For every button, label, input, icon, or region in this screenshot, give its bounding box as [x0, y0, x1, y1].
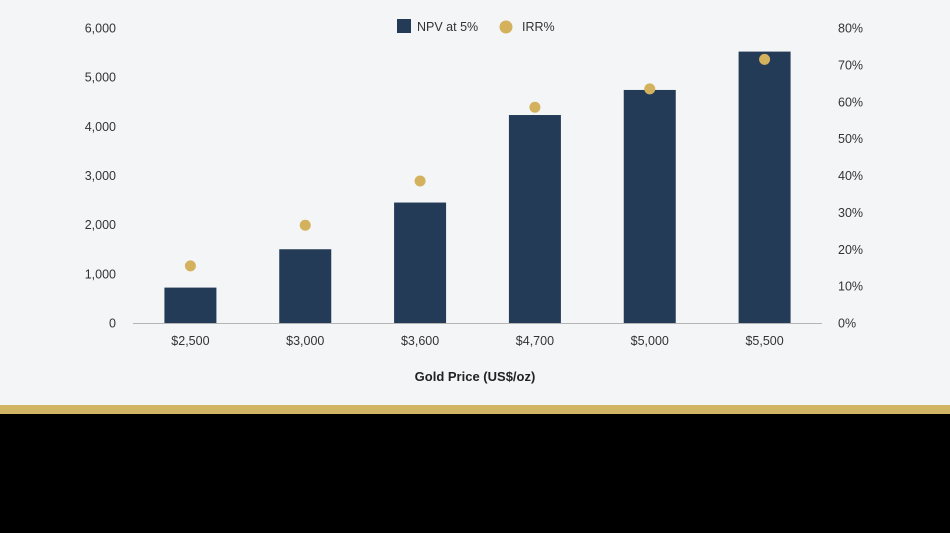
bar-2 [394, 202, 447, 323]
x-tick-label-2: $3,600 [401, 334, 439, 348]
y-tick-label-3: 3,000 [85, 169, 116, 183]
irr-dot-3 [529, 101, 541, 113]
black-footer-band [0, 414, 950, 533]
bar-1 [279, 249, 332, 323]
irr-dot-4 [644, 83, 656, 95]
npv-irr-chart: 0 1,000 2,000 3,000 4,000 5,000 6,000 0% 10% 20%… [85, 19, 863, 384]
legend-swatch-npv [397, 19, 411, 33]
y2-tick-label-1: 10% [838, 280, 863, 294]
bar-0 [164, 287, 217, 323]
dots-group [184, 53, 771, 272]
legend: NPV at 5% IRR% [397, 19, 555, 34]
bar-4 [623, 89, 676, 323]
y2-tick-label-7: 70% [838, 58, 863, 72]
legend-label-irr: IRR% [522, 20, 555, 34]
y2-tick-label-8: 80% [838, 22, 863, 36]
legend-label-npv: NPV at 5% [417, 20, 478, 34]
y-tick-label-5: 5,000 [85, 71, 116, 85]
irr-dot-1 [299, 219, 311, 231]
x-tick-label-3: $4,700 [516, 334, 554, 348]
x-axis-ticks: $2,500 $3,000 $3,600 $4,700 $5,000 $5,500 [171, 334, 783, 348]
y2-tick-label-6: 60% [838, 95, 863, 109]
x-tick-label-5: $5,500 [745, 334, 783, 348]
left-axis-ticks: 0 1,000 2,000 3,000 4,000 5,000 6,000 [85, 22, 116, 331]
gold-divider-stripe [0, 405, 950, 414]
irr-dot-0 [184, 260, 196, 272]
y2-tick-label-2: 20% [838, 243, 863, 257]
y2-tick-label-4: 40% [838, 169, 863, 183]
y-tick-label-6: 6,000 [85, 22, 116, 36]
bars-group [164, 51, 791, 324]
x-tick-label-1: $3,000 [286, 334, 324, 348]
legend-swatch-irr [499, 20, 513, 34]
bar-3 [508, 115, 561, 324]
y-tick-label-1: 1,000 [85, 267, 116, 281]
irr-dot-5 [759, 53, 771, 65]
x-tick-label-0: $2,500 [171, 334, 209, 348]
irr-dot-2 [414, 175, 426, 187]
right-axis-ticks: 0% 10% 20% 30% 40% 50% 60% 70% 80% [838, 22, 863, 331]
y-tick-label-2: 2,000 [85, 218, 116, 232]
y2-tick-label-5: 50% [838, 132, 863, 146]
x-tick-label-4: $5,000 [631, 334, 669, 348]
y2-tick-label-3: 30% [838, 206, 863, 220]
chart-slide: 0 1,000 2,000 3,000 4,000 5,000 6,000 0% 10% 20%… [0, 0, 950, 405]
y-tick-label-0: 0 [109, 317, 116, 331]
y2-tick-label-0: 0% [838, 317, 856, 331]
x-axis-title: Gold Price (US$/oz) [415, 369, 536, 384]
bar-5 [738, 51, 791, 323]
y-tick-label-4: 4,000 [85, 120, 116, 134]
